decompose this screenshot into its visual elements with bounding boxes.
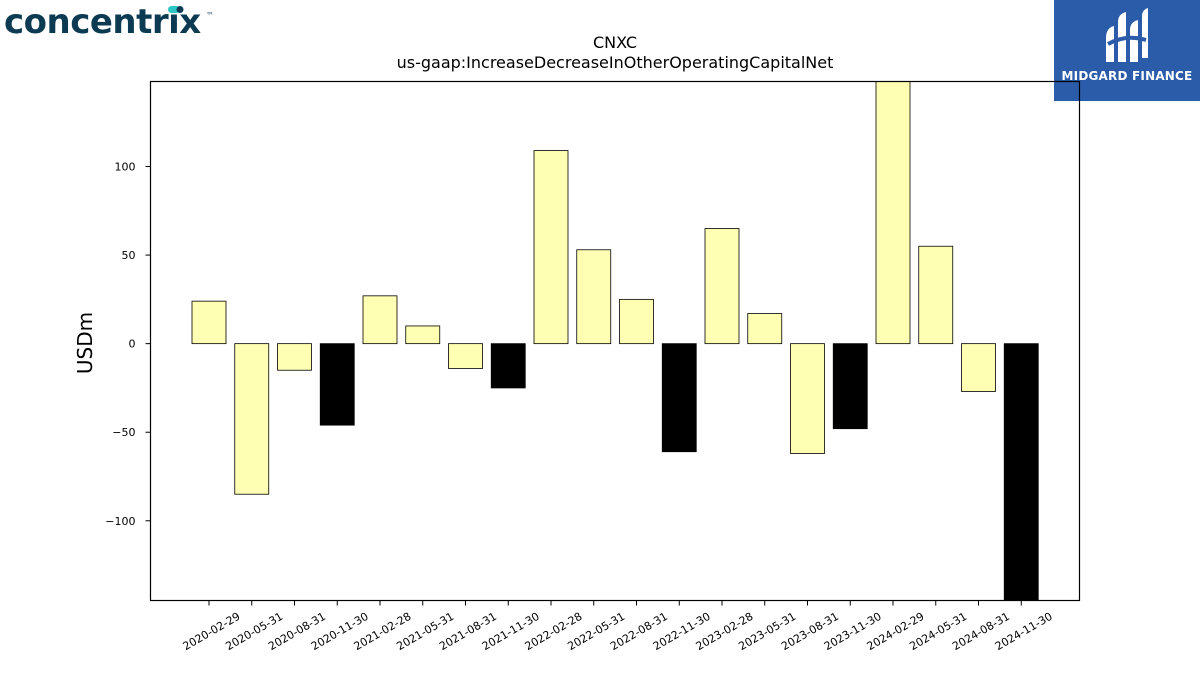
- trademark-symbol: ™: [206, 11, 214, 20]
- bar-2024-02-29: [875, 81, 911, 345]
- concentrix-logo: concentrix ™: [4, 2, 214, 42]
- bars-group: [191, 81, 1039, 601]
- bar-2021-08-31: [448, 343, 483, 369]
- bar-2023-05-31: [747, 313, 783, 345]
- bar-2024-11-30: [1003, 343, 1039, 601]
- bar-2022-05-31: [576, 249, 612, 345]
- bar-2020-08-31: [277, 343, 312, 371]
- bar-2023-08-31: [790, 343, 825, 454]
- chart-subtitle: us-gaap:IncreaseDecreaseInOtherOperating…: [397, 53, 834, 72]
- y-axis-label: USDm: [73, 312, 97, 374]
- bar-2022-02-28: [533, 150, 569, 345]
- chart-title: CNXC: [593, 33, 637, 52]
- bar-2020-02-29: [191, 300, 227, 345]
- bar-2023-02-28: [704, 228, 740, 345]
- bar-2021-02-28: [362, 295, 398, 345]
- y-tick-label: 0: [129, 338, 136, 351]
- bar-2021-11-30: [490, 343, 526, 389]
- bar-2024-08-31: [961, 343, 996, 392]
- x-ticks-group: 2020-02-292020-05-312020-08-312020-11-30…: [181, 600, 1055, 653]
- concentrix-dot-icon: [168, 6, 184, 13]
- bar-2020-11-30: [319, 343, 355, 426]
- y-tick-label: −50: [112, 426, 135, 439]
- bar-2022-11-30: [661, 343, 697, 453]
- midgard-emblem-icon: [1106, 8, 1148, 62]
- bar-2020-05-31: [234, 343, 270, 495]
- midgard-finance-logo: MIDGARD FINANCE: [1054, 0, 1200, 101]
- bar-2024-05-31: [918, 245, 954, 345]
- bar-2022-08-31: [619, 298, 654, 345]
- plot-frame: [149, 80, 1081, 602]
- y-tick-label: 100: [115, 161, 136, 174]
- bar-2023-11-30: [832, 343, 868, 430]
- midgard-brand-text: MIDGARD FINANCE: [1061, 69, 1193, 83]
- bar-2021-05-31: [405, 325, 441, 345]
- y-tick-label: −100: [105, 515, 135, 528]
- y-ticks-group: −100 −50 0 50 100: [105, 161, 151, 528]
- y-tick-label: 50: [122, 249, 136, 262]
